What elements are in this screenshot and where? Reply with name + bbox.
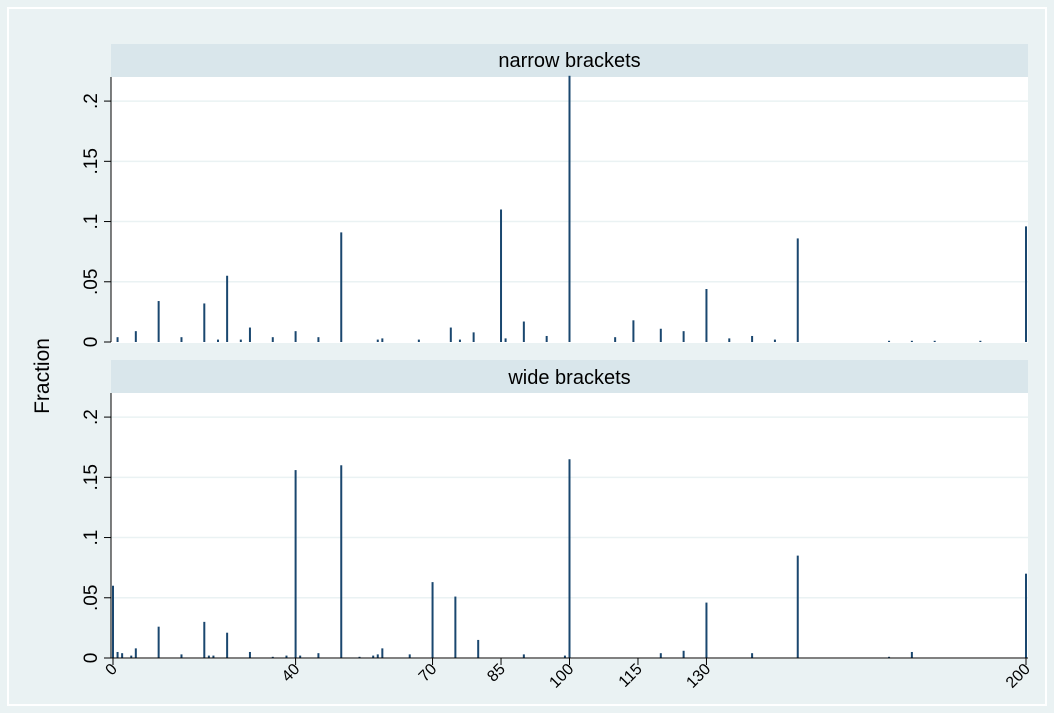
bar [888,340,891,342]
bar [417,339,420,342]
bar [522,321,525,342]
bar [408,654,411,658]
bar [180,654,183,658]
bar [116,337,119,342]
bar [682,331,685,342]
bar [340,232,343,342]
bar [472,332,475,342]
bar [376,339,379,342]
bar [340,465,343,658]
bar [381,338,384,342]
bar [773,339,776,342]
bar [888,656,891,658]
y-tick-label: .1 [81,530,102,546]
bar [226,632,229,658]
bars-narrow-brackets [116,75,1027,342]
bar [796,238,799,342]
bar [458,339,461,342]
bar [157,301,160,342]
bar [203,303,206,342]
bars-wide-brackets [112,459,1027,658]
bar [358,656,361,658]
y-tick-label: .15 [81,148,102,174]
bar [157,626,160,658]
bar [203,621,206,658]
strip-wide-brackets [111,360,1028,393]
bar [682,650,685,658]
strip-title-wide-brackets: wide brackets [507,367,630,389]
bar [226,275,229,342]
y-axis-wide-brackets: 0 .05 .1 .15 .2 [81,393,112,664]
bar [500,209,503,342]
y-tick-label: 0 [81,337,102,348]
bar [614,337,617,342]
bar [216,339,219,342]
bar [248,651,251,658]
bar [248,327,251,342]
bar [1025,226,1027,342]
bar [659,653,662,658]
bar [376,654,379,658]
bar [116,651,119,658]
strip-narrow-brackets [111,44,1028,77]
bar [477,639,480,658]
bar [431,582,434,658]
bar [271,656,274,658]
bar [659,328,662,342]
bar [705,289,708,342]
bar [545,335,548,342]
bar [504,338,507,342]
bar [705,602,708,658]
figure-border [7,7,1047,706]
bar [134,331,137,342]
panel-narrow-brackets: narrow brackets 0 .05 .1 .15 .2 [81,44,1028,347]
y-tick-label: .15 [81,464,102,490]
bar [212,655,215,658]
bar [751,335,754,342]
bar [285,655,288,658]
bar [294,470,297,658]
y-tick-label: .2 [81,93,102,109]
y-tick-label: .1 [81,214,102,230]
bar [632,320,635,342]
bar [299,655,302,658]
bar [449,327,452,342]
y-tick-label: .2 [81,409,102,425]
strip-title-narrow-brackets: narrow brackets [498,50,640,72]
bar [239,339,242,342]
y-tick-label: .05 [81,269,102,295]
bar [271,337,274,342]
bar [563,655,566,658]
bar [317,337,320,342]
panel-wide-brackets: wide brackets 0 .05 .1 .15 .2 [81,360,1028,663]
bar [910,651,913,658]
bar [910,340,913,342]
bar [568,459,571,658]
bar [121,653,124,658]
bar [979,340,982,342]
bar [1025,573,1027,658]
y-tick-label: .05 [81,585,102,611]
bar [317,653,320,658]
bar [381,648,384,658]
bar [568,75,571,342]
y-tick-label: 0 [81,653,102,664]
bar [134,648,137,658]
y-axis-narrow-brackets: 0 .05 .1 .15 .2 [81,77,112,348]
bar [796,555,799,658]
bar [372,655,375,658]
bar [130,655,133,658]
bar [294,331,297,342]
bar [112,585,114,658]
bar [454,596,457,658]
bar [207,655,210,658]
y-axis-title: Fraction [31,338,54,414]
bar [751,653,754,658]
bar [180,337,183,342]
bar [728,338,731,342]
bar [933,340,936,342]
bar [522,654,525,658]
